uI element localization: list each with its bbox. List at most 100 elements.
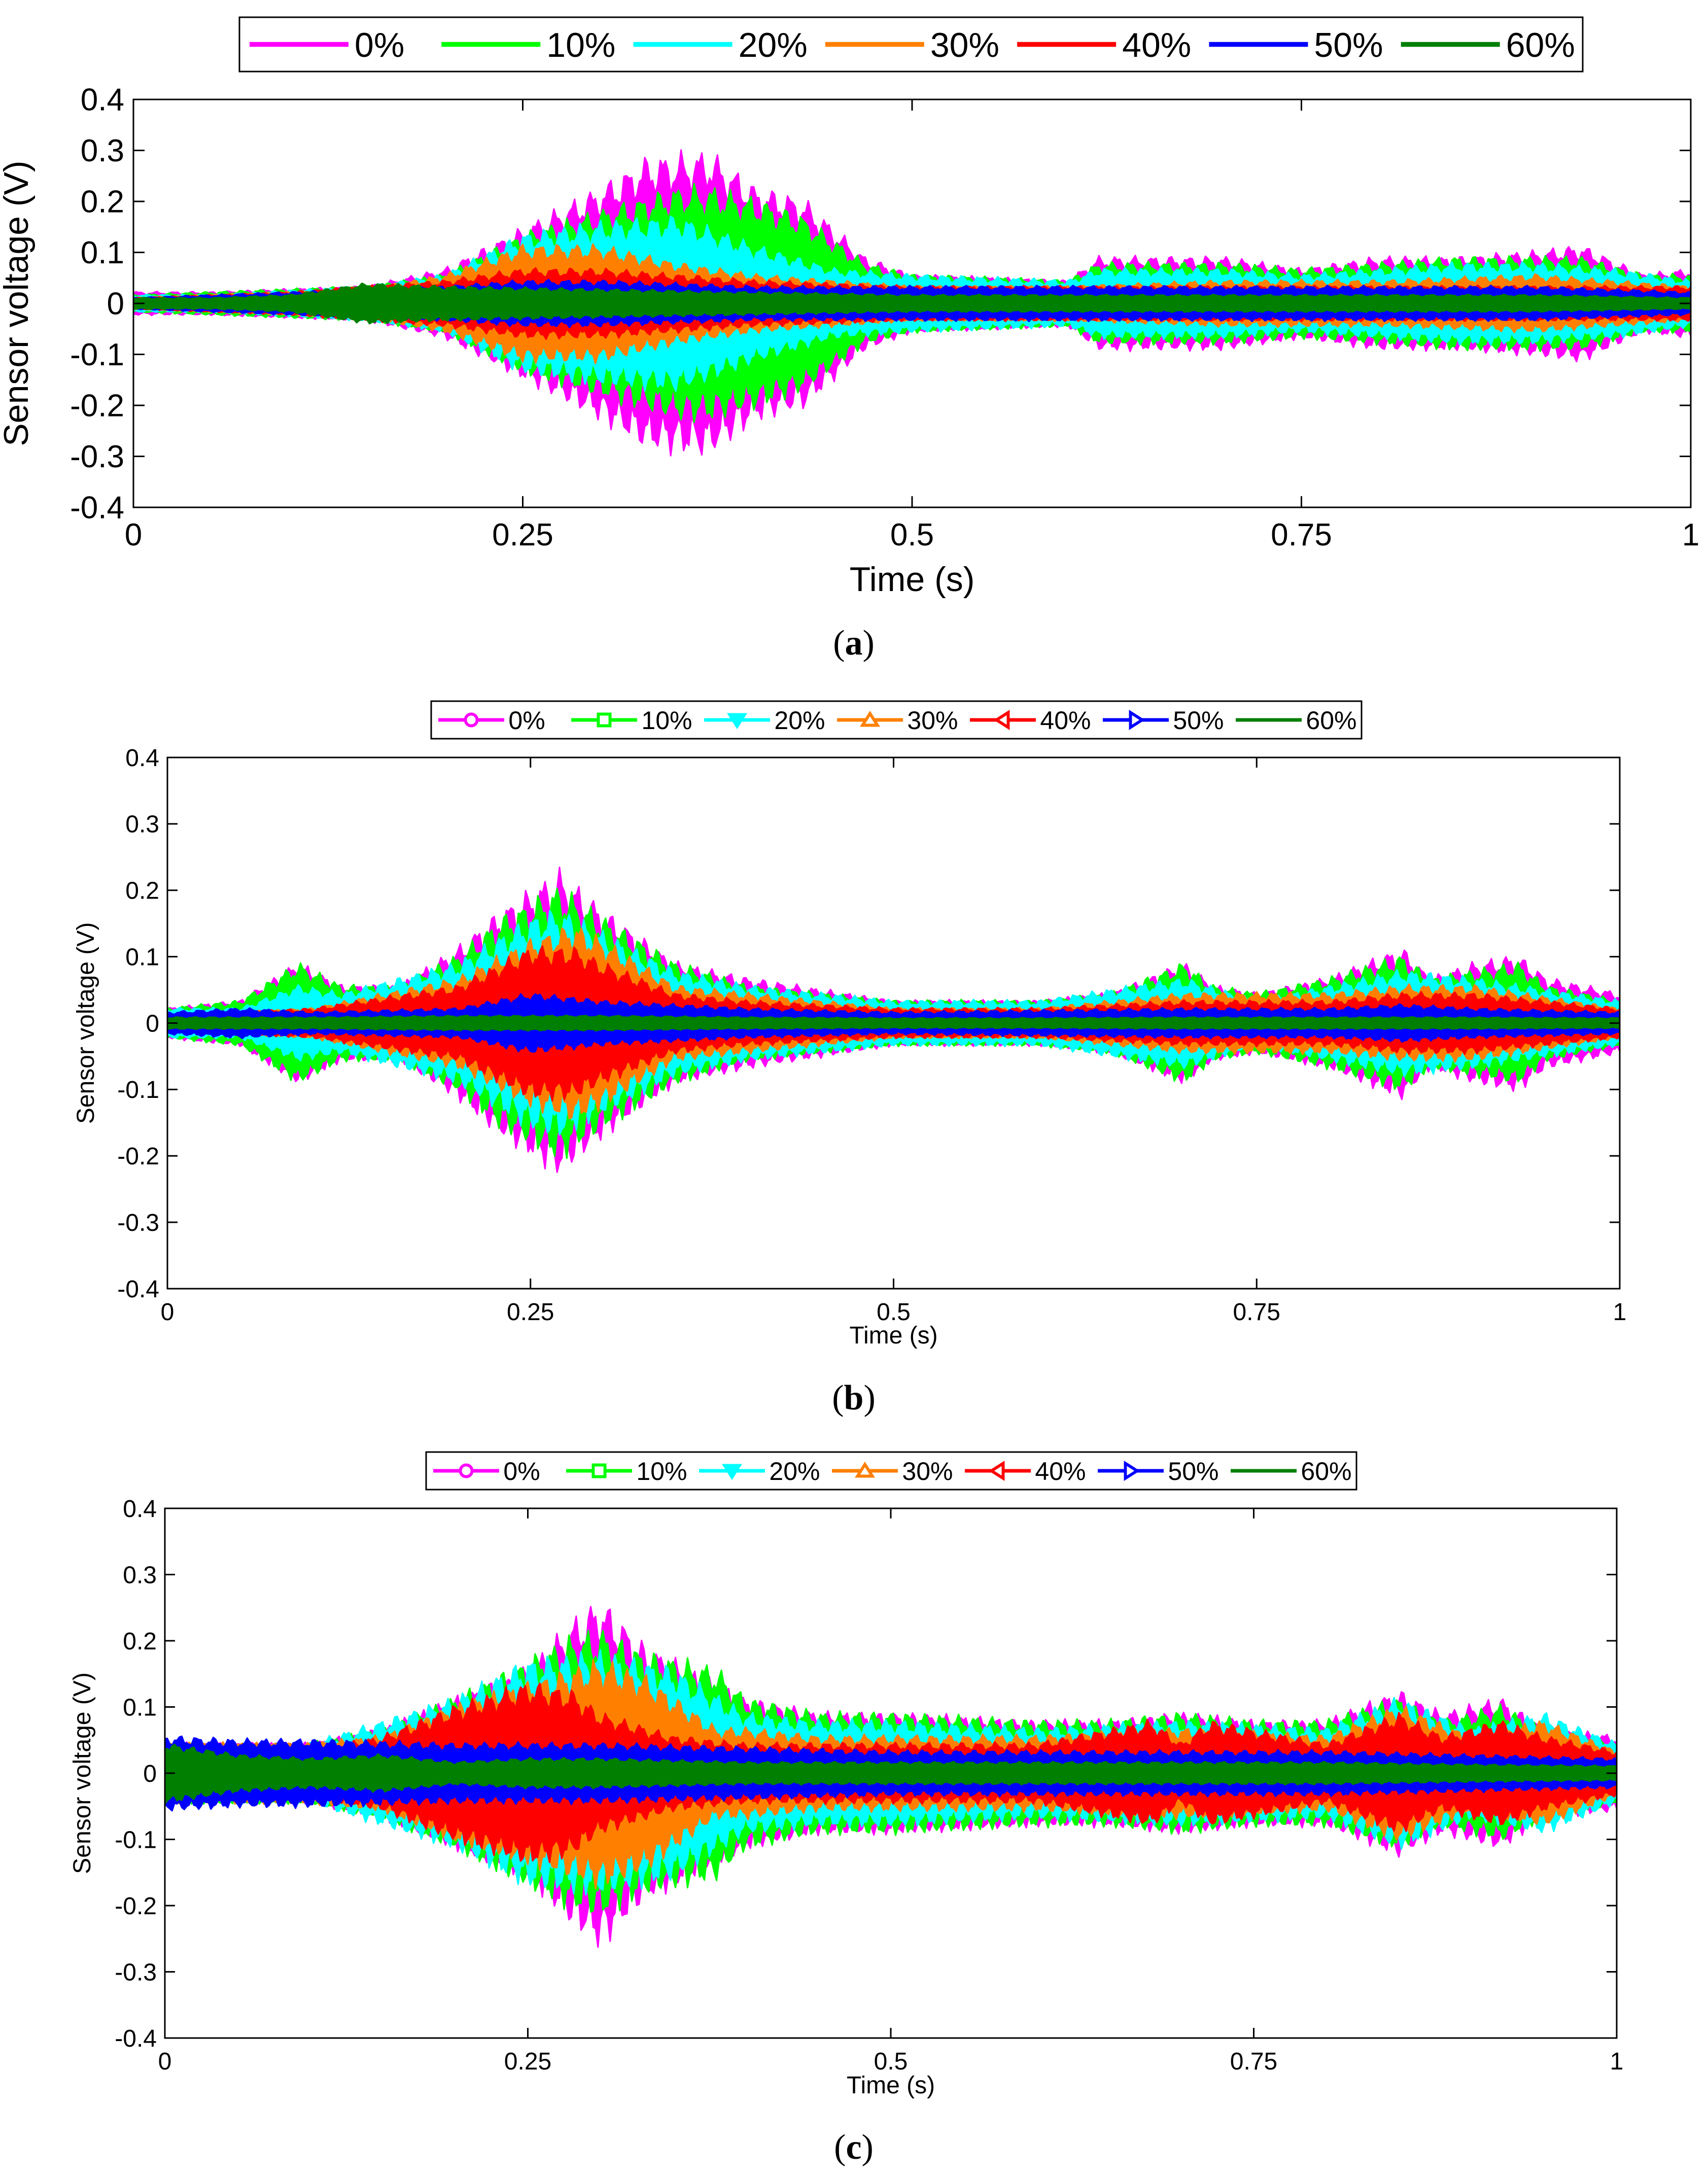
x-tick-label: 1 [1613,1299,1627,1326]
x-tick-label: 0.5 [877,1299,911,1326]
x-axis-label: Time (s) [849,1322,937,1349]
legend-label: 60% [1301,1457,1351,1486]
caption-paren-open: ( [833,624,845,663]
y-tick-label: 0.1 [123,1694,157,1721]
legend: 0% 10% 20% 30% 40% 50% 60% [430,700,1363,740]
y-tick-label: 0 [143,1761,157,1787]
series-group [165,1606,1617,1948]
legend-label: 20% [739,26,808,64]
legend: 0% 10% 20% 30% 40% 50% 60% [425,1451,1357,1491]
y-tick-label: 0.3 [123,1562,157,1589]
panel-caption: (b) [832,1378,876,1418]
legend-label: 50% [1314,26,1383,64]
legend-marker-square [597,712,612,728]
legend-label: 40% [1040,706,1091,735]
x-tick-label: 0 [158,2048,172,2075]
legend-marker-triangle-left [993,709,1010,731]
x-tick-label: 0.25 [504,2048,551,2075]
series-60pct-band [165,1743,1617,1805]
legend-item-60pct: 60% [1236,706,1356,735]
legend-label: 50% [1168,1457,1218,1486]
legend-label: 10% [641,706,692,735]
x-tick-label: 1 [1682,517,1699,553]
legend-item-0pct: 0% [433,1457,540,1486]
y-tick-label: -0.4 [117,1276,159,1303]
legend-item-0pct: 0% [438,706,545,735]
legend-item-50pct: 50% [1103,706,1224,735]
y-tick-label: -0.1 [70,337,124,372]
legend-item-40pct: 40% [965,1457,1086,1486]
x-tick-label: 0.25 [492,517,553,553]
legend-label: 10% [546,26,615,64]
y-tick-label: 0.4 [123,1496,157,1523]
y-tick-label: -0.3 [70,439,124,474]
x-tick-label: 0.5 [874,2048,908,2075]
legend: 0% 10% 20% 30% 40% 50% 60% [238,16,1584,73]
legend-marker-triangle-down [721,1464,743,1480]
legend-label: 0% [355,26,404,64]
y-tick-label: 0.2 [125,878,159,905]
caption-paren-open: ( [832,1378,844,1418]
caption-paren-open: ( [834,2128,846,2167]
legend-label: 10% [636,1457,687,1486]
y-tick-label: 0.2 [81,185,124,220]
x-tick-label: 0 [125,517,142,553]
y-tick-label: -0.3 [117,1210,159,1236]
legend-label: 40% [1122,26,1191,64]
x-tick-label: 0.5 [890,517,934,553]
legend-item-50pct: 50% [1098,1457,1218,1486]
legend-marker-circle [464,712,479,728]
legend-label: 50% [1173,706,1224,735]
legend-label: 40% [1035,1457,1086,1486]
y-tick-label: 0 [146,1010,159,1037]
legend-marker-circle [459,1463,474,1478]
y-tick-label: -0.2 [117,1143,159,1170]
series-group [133,149,1691,457]
legend-marker-triangle-up [854,1461,876,1478]
legend-item-40pct: 40% [970,706,1091,735]
y-axis-label: Sensor voltage (V) [69,1672,96,1874]
chart-panel-b: 0 0.25 0.5 0.75 1 0.4 0.3 0.2 0.1 0 -0.1 -0.2 -0.3 -0… [73,700,1627,1418]
x-tick-label: 0 [161,1299,175,1326]
y-tick-label: -0.4 [70,491,124,526]
chart-panel-c: 0 0.25 0.5 0.75 1 0.4 0.3 0.2 0.1 0 -0.1 -0.2 -0.3 -0… [69,1451,1624,2167]
x-axis-label: Time (s) [847,2072,935,2099]
legend-label: 0% [503,1457,540,1486]
y-tick-label: -0.2 [115,1893,157,1920]
caption-paren-close: ) [863,1378,875,1418]
legend-marker-square [591,1463,607,1478]
legend-marker-triangle-up [859,710,881,727]
legend-marker-triangle-right [1129,709,1145,731]
y-tick-label: 0.1 [81,235,124,270]
y-tick-label: 0.4 [125,745,159,772]
y-tick-label: 0.4 [81,83,124,118]
y-axis-label: Sensor voltage (V) [73,922,99,1124]
y-tick-label: -0.1 [117,1077,159,1103]
legend-item-20pct: 20% [699,1457,820,1486]
legend-item-20pct: 20% [633,26,808,64]
legend-item-10pct: 10% [441,26,615,64]
panel-caption: (c) [834,2128,874,2167]
x-tick-label: 0.75 [1271,517,1332,553]
x-tick-label: 0.75 [1233,1299,1280,1326]
y-tick-label: -0.4 [115,2025,157,2052]
series-group [167,867,1620,1173]
caption-letter: a [845,624,863,663]
panel-caption: (a) [833,624,875,663]
legend-marker-triangle-right [1124,1460,1140,1481]
y-tick-label: -0.1 [115,1826,157,1853]
legend-item-0pct: 0% [250,26,404,64]
chart-panel-a: 0 0.25 0.5 0.75 1 0.4 0.3 0.2 0.1 0 -0.1 -0.2 -0.3 -0… [0,16,1699,663]
y-tick-label: -0.3 [115,1959,157,1986]
series-60pct-band [167,1014,1620,1032]
legend-item-60pct: 60% [1401,26,1575,64]
y-tick-label: 0.3 [125,811,159,838]
legend-item-30pct: 30% [825,26,999,64]
x-tick-label: 1 [1610,2048,1624,2075]
legend-label: 20% [774,706,825,735]
legend-item-20pct: 20% [704,706,825,735]
legend-item-10pct: 10% [566,1457,687,1486]
caption-paren-close: ) [863,624,875,663]
x-axis-label: Time (s) [850,560,975,599]
y-axis-label: Sensor voltage (V) [0,160,36,446]
